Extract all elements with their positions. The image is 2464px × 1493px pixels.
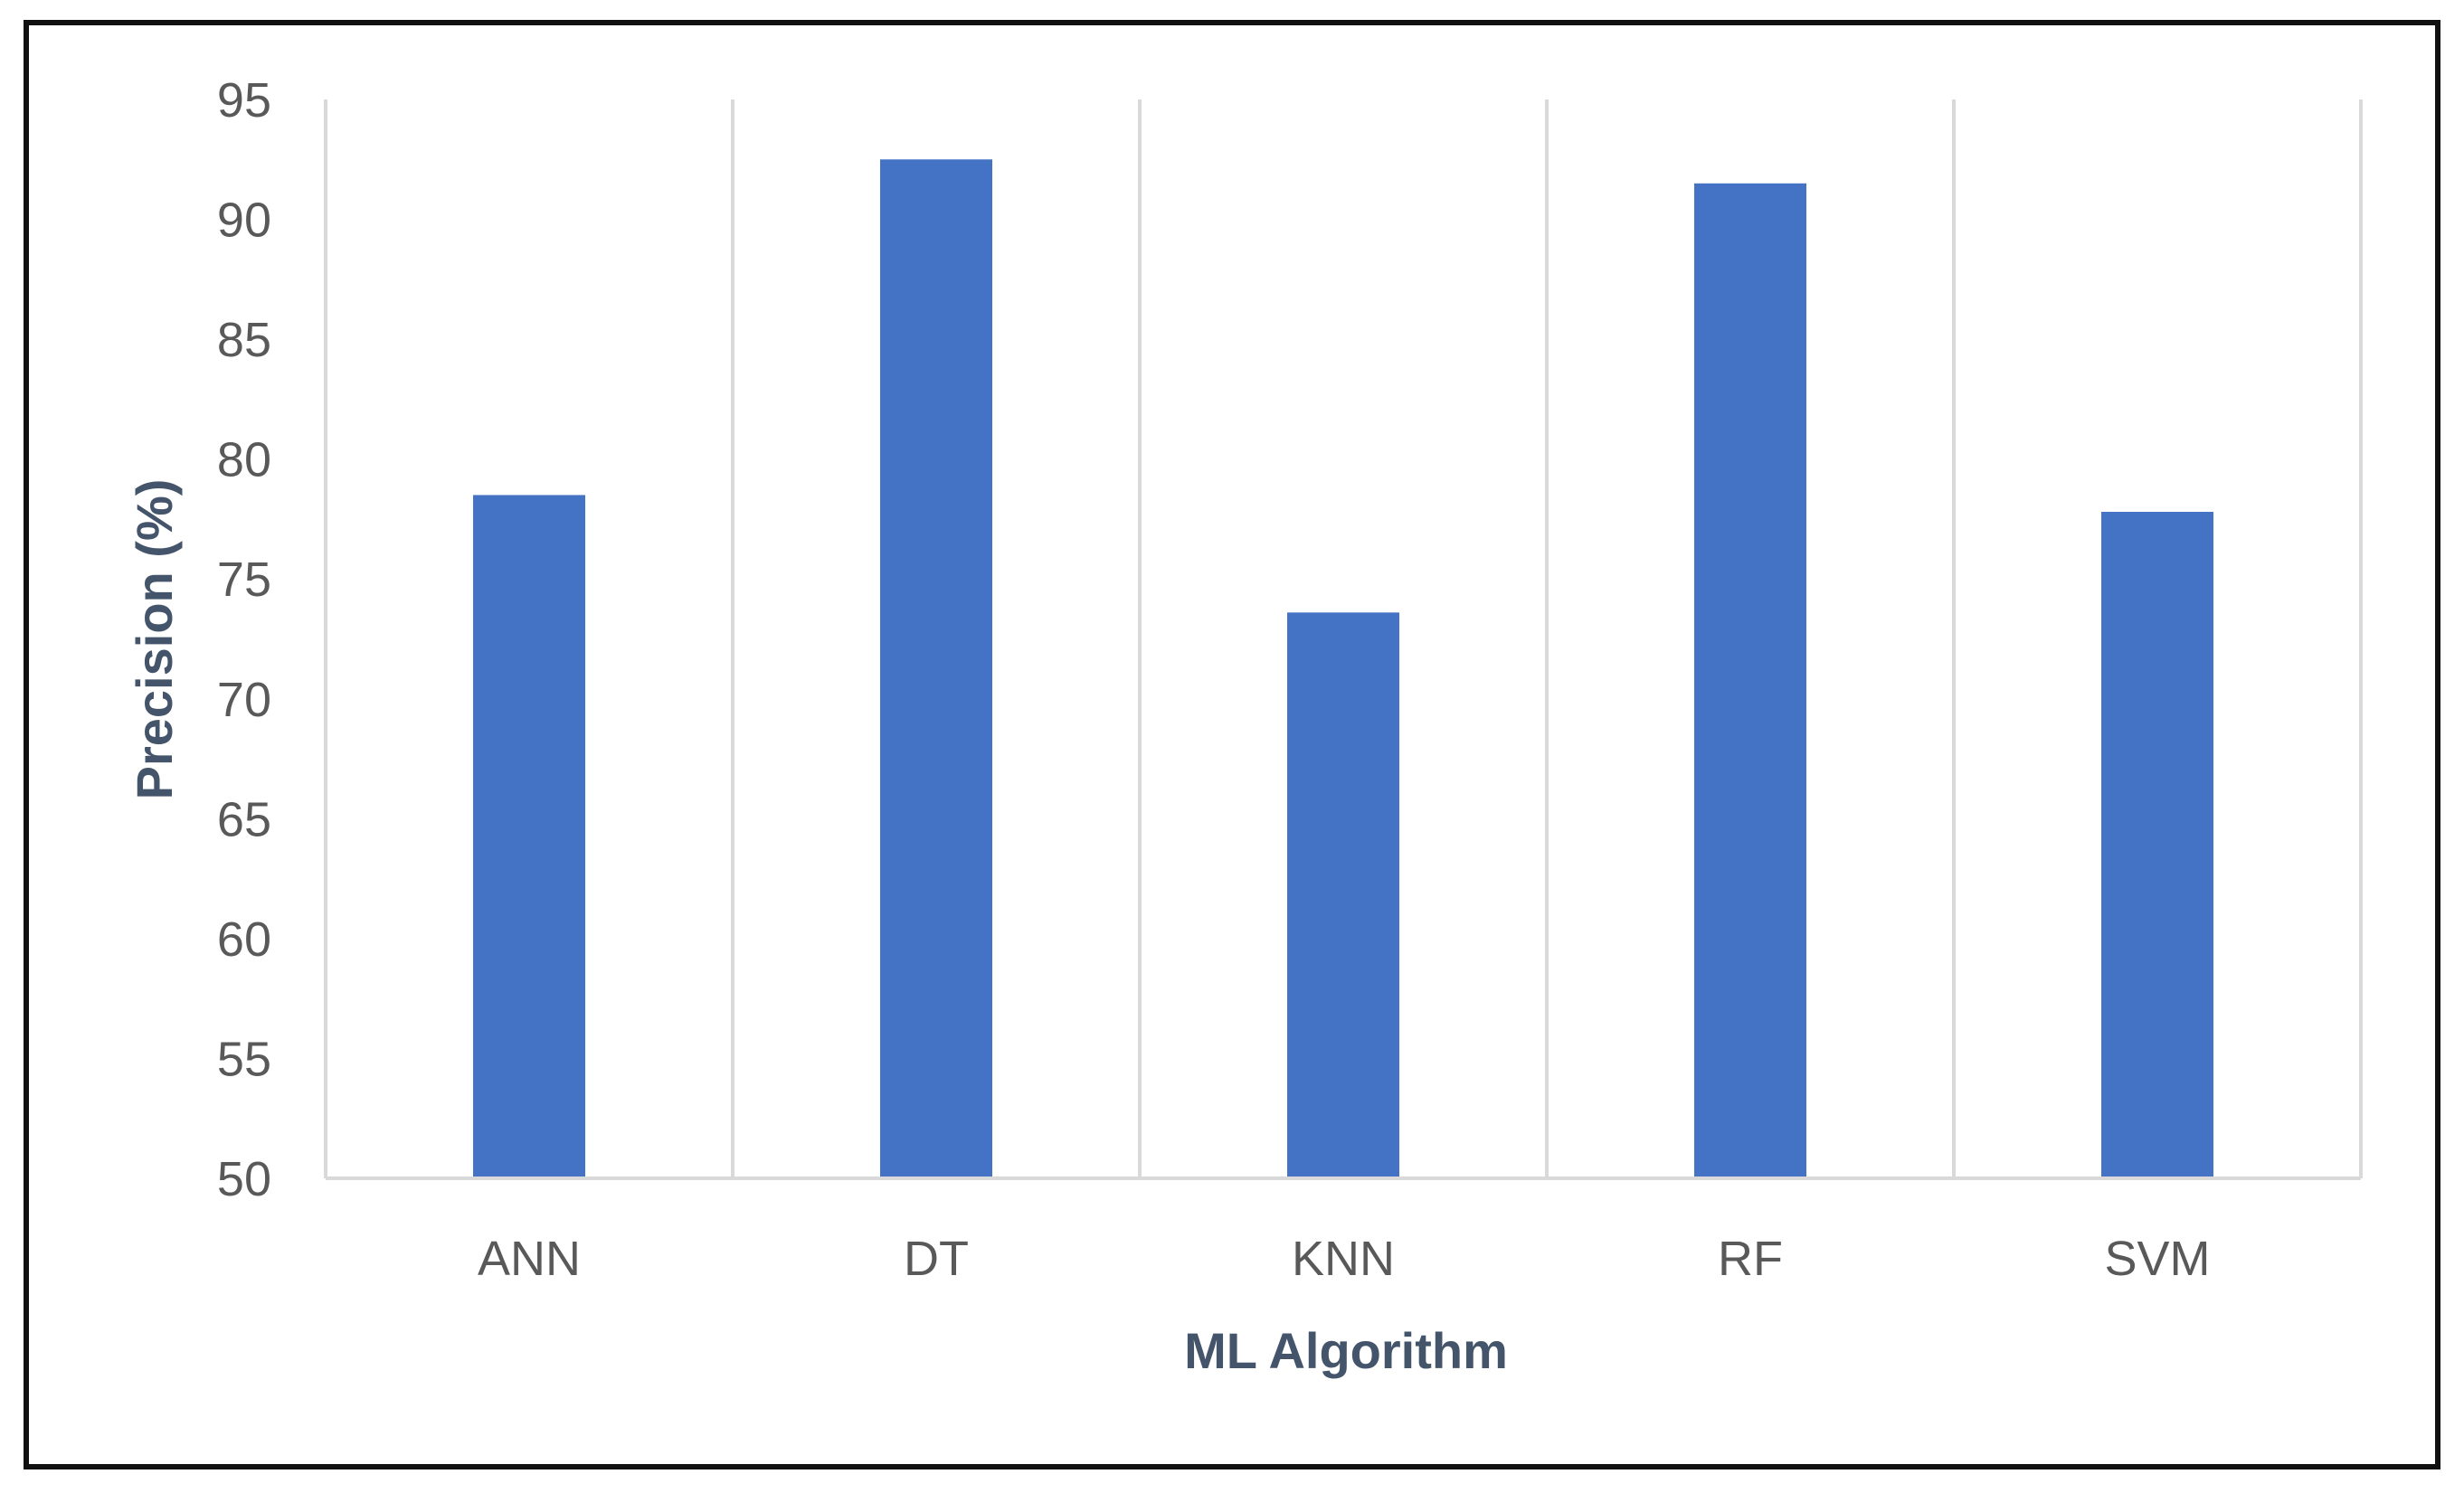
- bars: [473, 159, 2213, 1178]
- y-tick-label: 55: [217, 1032, 271, 1086]
- bar-rf: [1694, 183, 1806, 1178]
- x-tick-label-dt: DT: [904, 1232, 969, 1286]
- y-tick-label: 85: [217, 313, 271, 367]
- y-tick-labels: 50 55 60 65 70 75 80 85 90 95: [217, 73, 271, 1206]
- x-tick-label-svm: SVM: [2104, 1232, 2210, 1286]
- bar-svm: [2101, 511, 2213, 1178]
- y-tick-label: 50: [217, 1152, 271, 1206]
- x-tick-labels: ANN DT KNN RF SVM: [478, 1232, 2211, 1286]
- x-tick-label-knn: KNN: [1292, 1232, 1395, 1286]
- y-tick-label: 90: [217, 194, 271, 248]
- x-axis-title: ML Algorithm: [1184, 1322, 1508, 1379]
- y-tick-label: 60: [217, 912, 271, 967]
- bar-knn: [1287, 612, 1399, 1178]
- gridlines: [324, 99, 2363, 1178]
- x-tick-label-rf: RF: [1718, 1232, 1783, 1286]
- y-tick-label: 65: [217, 792, 271, 846]
- chart-frame: [24, 20, 2440, 1469]
- bar-ann: [473, 495, 585, 1178]
- y-tick-label: 95: [217, 73, 271, 128]
- y-tick-label: 75: [217, 553, 271, 607]
- y-tick-label: 70: [217, 673, 271, 727]
- bar-dt: [880, 159, 992, 1178]
- y-tick-label: 80: [217, 433, 271, 487]
- x-tick-label-ann: ANN: [478, 1232, 581, 1286]
- y-axis-title: Precision (%): [126, 479, 183, 800]
